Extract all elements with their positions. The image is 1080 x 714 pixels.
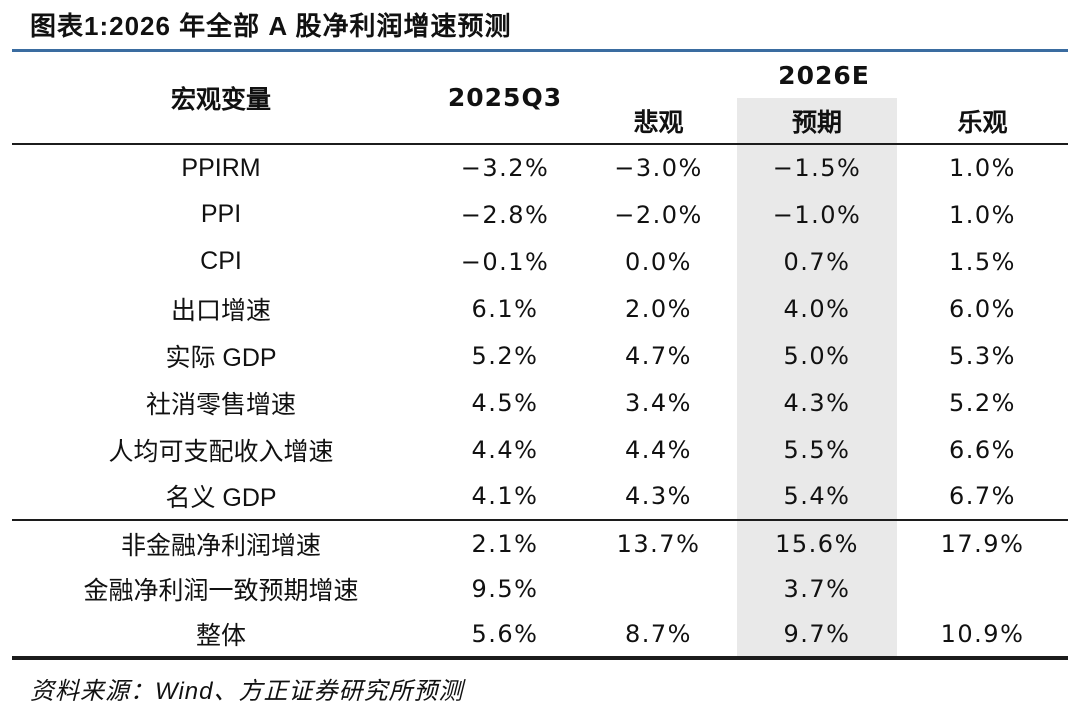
cell-value: 5.3% (949, 341, 1016, 370)
cell-value: 4.3% (625, 482, 692, 510)
header-sub-pessimistic: 悲观 (633, 108, 684, 137)
table-row: 人均可支配收入增速 4.4% 4.4% 5.5% 6.6% (12, 426, 1068, 473)
cell-value-expected: 4.3% (737, 379, 897, 426)
header-sub-expected: 预期 (737, 98, 897, 144)
cell-value: −2.0% (614, 200, 703, 229)
cell-value: 8.7% (625, 620, 692, 648)
cell-value: 4.1% (471, 482, 539, 510)
header-macro-col: 宏观变量 (170, 85, 271, 114)
cell-value-expected: 0.7% (737, 238, 897, 285)
row-label: 出口增速 (170, 296, 271, 325)
row-label: 名义 GDP (165, 484, 277, 512)
table-row: 名义 GDP 4.1% 4.3% 5.4% 6.7% (12, 473, 1068, 520)
cell-value: 0.0% (625, 247, 692, 276)
cell-value-expected: 4.0% (737, 285, 897, 332)
table-row: CPI −0.1% 0.0% 0.7% 1.5% (12, 238, 1068, 285)
cell-value: 6.0% (949, 294, 1016, 323)
header-period-col: 2025Q3 (447, 83, 563, 112)
cell-value (580, 566, 737, 612)
cell-value: 1.0% (949, 154, 1016, 182)
cell-value: 10.9% (940, 620, 1025, 648)
cell-value-expected: 5.4% (737, 473, 897, 520)
cell-value: 17.9% (940, 529, 1025, 558)
cell-value: −3.0% (614, 154, 703, 182)
cell-value-expected: 15.6% (737, 520, 897, 566)
cell-value: 4.7% (625, 341, 692, 370)
cell-value: 4.4% (625, 435, 692, 464)
cell-value: 4.4% (471, 435, 539, 464)
cell-value: −3.2% (460, 154, 550, 182)
cell-value: −2.8% (460, 200, 550, 229)
source-note: 资料来源：Wind、方正证券研究所预测 (30, 678, 464, 705)
table-row: PPI −2.8% −2.0% −1.0% 1.0% (12, 191, 1068, 238)
cell-value: 5.6% (471, 620, 539, 648)
table-row: 实际 GDP 5.2% 4.7% 5.0% 5.3% (12, 332, 1068, 379)
cell-value: 5.2% (471, 341, 539, 370)
header-group-2026e: 2026E (778, 60, 870, 90)
cell-value: 13.7% (616, 529, 701, 558)
table-row: 金融净利润一致预期增速 9.5% 3.7% (12, 566, 1068, 612)
cell-value: 6.1% (471, 294, 539, 323)
cell-value: 1.5% (949, 247, 1016, 276)
row-label: 整体 (195, 622, 246, 650)
cell-value: 3.4% (625, 388, 692, 417)
cell-value: 2.1% (471, 529, 539, 558)
cell-value-expected: 3.7% (737, 566, 897, 612)
figure-title: 图表1:2026 年全部 A 股净利润增速预测 (30, 11, 512, 41)
cell-value-expected: 5.0% (737, 332, 897, 379)
profit-growth-rows: 非金融净利润增速 2.1% 13.7% 15.6% 17.9% 金融净利润一致预… (12, 520, 1069, 658)
cell-value: 1.0% (949, 200, 1016, 229)
row-label: 金融净利润一致预期增速 (83, 577, 359, 605)
row-label: PPI (200, 200, 242, 228)
header-sub-optimistic: 乐观 (957, 108, 1008, 137)
cell-value: 6.7% (949, 482, 1016, 510)
table-row: 社消零售增速 4.5% 3.4% 4.3% 5.2% (12, 379, 1068, 426)
row-label: 实际 GDP (165, 343, 277, 372)
table-row: 整体 5.6% 8.7% 9.7% 10.9% (12, 612, 1068, 658)
table-header: 宏观变量 2025Q3 2026E 悲观 预期 乐观 (12, 52, 1069, 144)
cell-value (897, 566, 1068, 612)
cell-value: 9.5% (471, 575, 539, 603)
table-row: 非金融净利润增速 2.1% 13.7% 15.6% 17.9% (12, 520, 1068, 566)
title-accent-rule (12, 49, 1068, 52)
cell-value-expected: 9.7% (737, 612, 897, 658)
row-label: 社消零售增速 (145, 390, 296, 419)
row-label: 非金融净利润增速 (120, 531, 321, 560)
forecast-table: 宏观变量 2025Q3 2026E 悲观 预期 乐观 PPIRM −3.2% −… (12, 52, 1069, 660)
header-row-top: 宏观变量 2025Q3 2026E (12, 52, 1068, 114)
cell-value-expected: −1.0% (737, 191, 897, 238)
table-row: 出口增速 6.1% 2.0% 4.0% 6.0% (12, 285, 1068, 332)
table-row: PPIRM −3.2% −3.0% −1.5% 1.0% (12, 144, 1068, 191)
cell-value: −0.1% (460, 247, 550, 276)
row-label: PPIRM (181, 153, 261, 182)
header-row-sub: 悲观 预期 乐观 (12, 98, 1068, 144)
macro-variable-rows: PPIRM −3.2% −3.0% −1.5% 1.0% PPI −2.8% −… (12, 144, 1069, 520)
cell-value: 5.2% (949, 388, 1016, 417)
cell-value: 4.5% (471, 388, 539, 417)
cell-value-expected: 5.5% (737, 426, 897, 473)
row-label: CPI (200, 247, 242, 275)
cell-value-expected: −1.5% (737, 144, 897, 191)
cell-value: 6.6% (949, 435, 1016, 464)
cell-value: 2.0% (625, 294, 692, 323)
row-label: 人均可支配收入增速 (108, 437, 334, 466)
